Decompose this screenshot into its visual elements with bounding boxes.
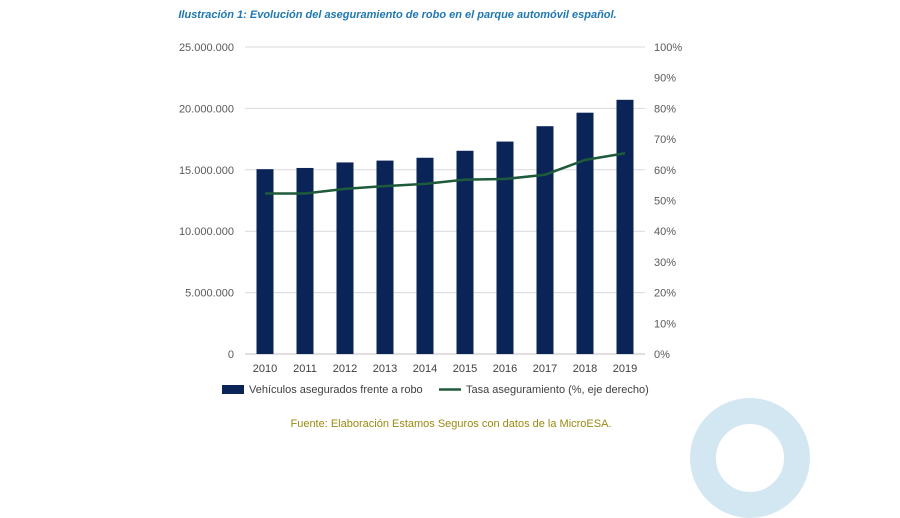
source-note: Fuente: Elaboración Estamos Seguros con … xyxy=(290,418,612,430)
right-tick-label: 20% xyxy=(654,288,676,300)
right-tick-label: 80% xyxy=(654,103,676,115)
left-tick-label: 0 xyxy=(228,349,234,361)
right-tick-label: 0% xyxy=(654,349,670,361)
x-tick-label: 2010 xyxy=(253,363,277,375)
left-tick-label: 15.000.000 xyxy=(179,165,234,177)
bar xyxy=(256,169,274,354)
x-tick-label: 2018 xyxy=(573,363,597,375)
x-tick-label: 2013 xyxy=(373,363,397,375)
right-tick-label: 10% xyxy=(654,318,676,330)
x-tick-label: 2012 xyxy=(333,363,357,375)
rate-line xyxy=(265,151,626,195)
bar xyxy=(536,126,554,355)
legend-line-label: Tasa aseguramiento (%, eje derecho) xyxy=(466,384,649,396)
left-tick-label: 25.000.000 xyxy=(179,42,234,54)
bar xyxy=(416,157,434,354)
legend: Vehículos asegurados frente a robo Tasa … xyxy=(222,384,649,396)
right-axis-ticks: 0% 10% 20% 30% 40% 50% 60% 70% 80% 90% 100% xyxy=(654,42,682,361)
right-tick-label: 40% xyxy=(654,226,676,238)
decorative-ring xyxy=(690,398,810,518)
right-tick-label: 30% xyxy=(654,257,676,269)
bar xyxy=(456,150,474,354)
x-tick-label: 2015 xyxy=(453,363,477,375)
right-tick-label: 50% xyxy=(654,196,676,208)
x-tick-label: 2011 xyxy=(293,363,317,375)
bars-series xyxy=(256,99,634,355)
x-tick-label: 2017 xyxy=(533,363,557,375)
right-tick-label: 90% xyxy=(654,73,676,85)
bar xyxy=(576,112,594,354)
bar xyxy=(296,167,314,354)
legend-bar-swatch xyxy=(222,385,244,394)
right-tick-label: 60% xyxy=(654,165,676,177)
x-tick-label: 2019 xyxy=(613,363,637,375)
x-tick-label: 2014 xyxy=(413,363,437,375)
bar-line-chart: 0 5.000.000 10.000.000 15.000.000 20.000.000… xyxy=(179,42,682,396)
left-axis-ticks: 0 5.000.000 10.000.000 15.000.000 20.000.000… xyxy=(179,42,234,361)
bar xyxy=(336,162,354,354)
legend-bar-label: Vehículos asegurados frente a robo xyxy=(249,384,423,396)
chart-caption: Ilustración 1: Evolución del aseguramien… xyxy=(178,9,617,21)
x-tick-label: 2016 xyxy=(493,363,517,375)
left-tick-label: 5.000.000 xyxy=(185,288,234,300)
left-tick-label: 10.000.000 xyxy=(179,226,234,238)
bar xyxy=(616,99,634,354)
bar xyxy=(376,160,394,354)
left-tick-label: 20.000.000 xyxy=(179,103,234,115)
bar xyxy=(496,141,514,354)
right-tick-label: 100% xyxy=(654,42,682,54)
right-tick-label: 70% xyxy=(654,134,676,146)
x-axis-ticks: 2010 2011 2012 2013 2014 2015 2016 2017 2018 2019 xyxy=(253,363,637,375)
